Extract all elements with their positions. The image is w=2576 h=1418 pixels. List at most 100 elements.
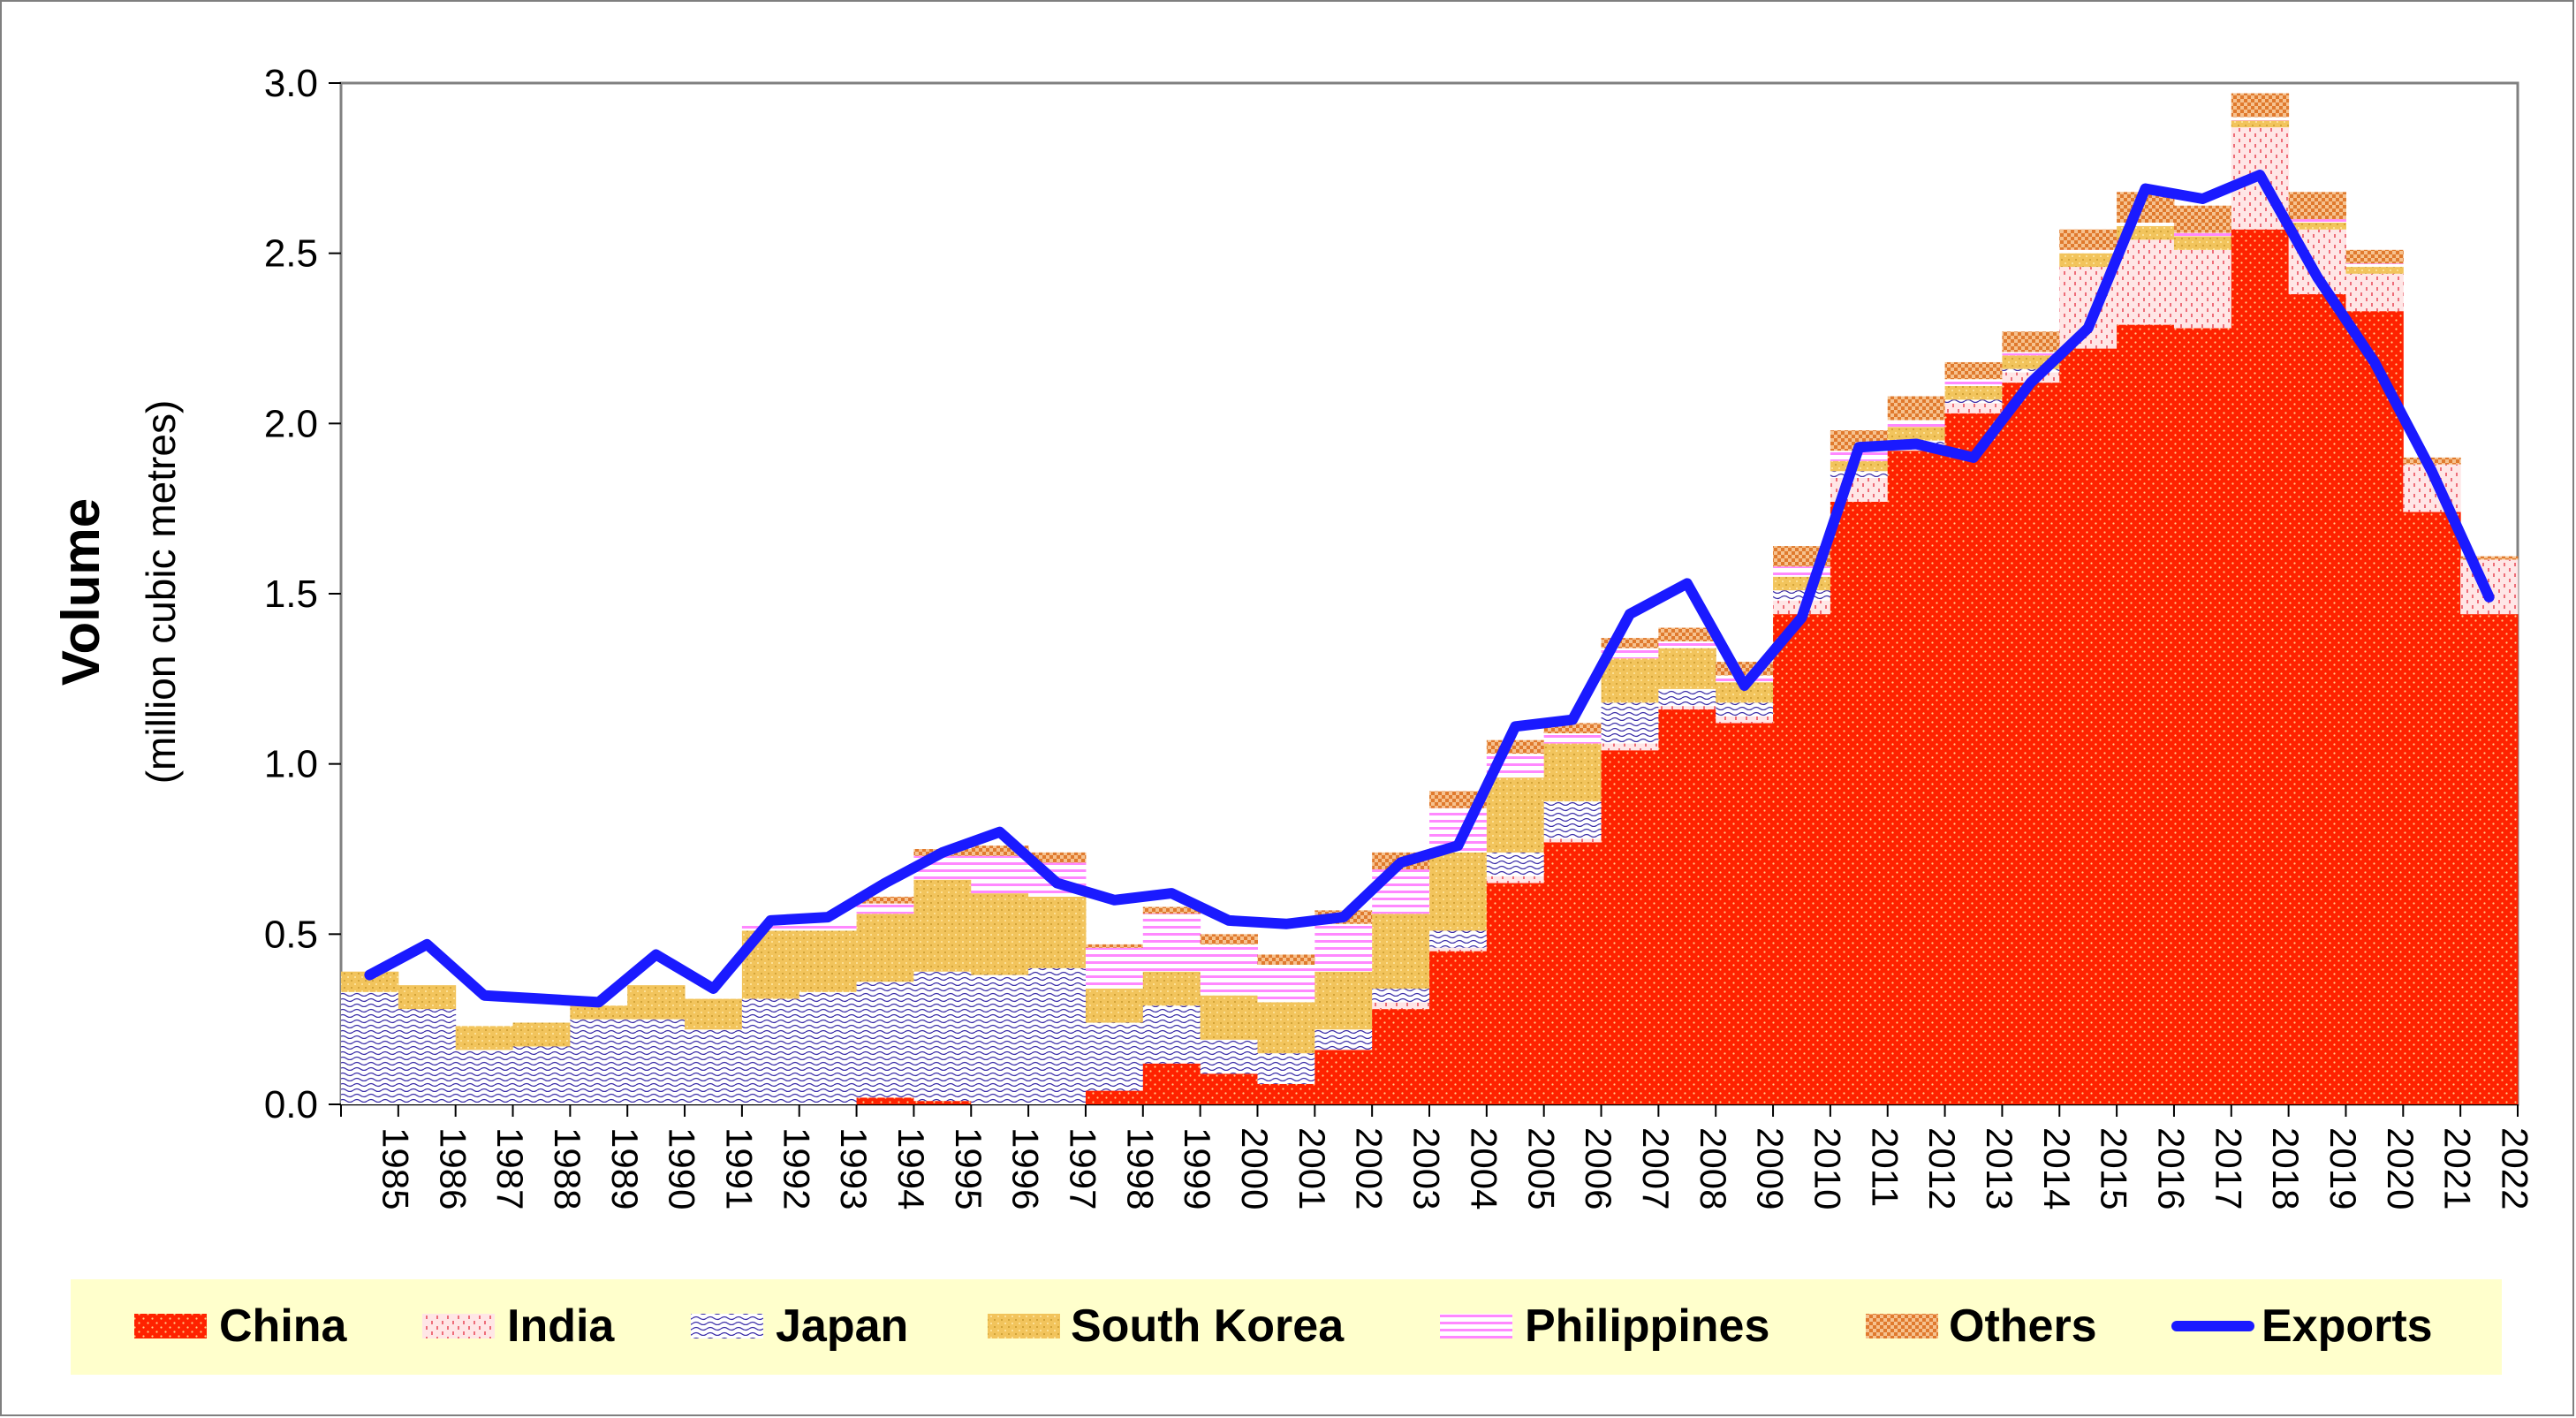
bar-others-1997 (1028, 852, 1087, 863)
bar-japan-2013 (1944, 399, 2003, 404)
bar-south-korea-2010 (1773, 576, 1831, 591)
bar-japan-2006 (1543, 801, 1602, 839)
bar-south-korea-1998 (1085, 988, 1144, 1023)
bar-others-2000 (1200, 934, 1258, 944)
bar-japan-2014 (2002, 368, 2060, 373)
x-tick-label: 2021 (2437, 1127, 2479, 1209)
x-tick-label: 2003 (1406, 1127, 1448, 1209)
bar-japan-1988 (512, 1046, 571, 1104)
bar-japan-1996 (971, 974, 1029, 1104)
bar-others-2019 (2288, 192, 2346, 220)
bar-south-korea-1996 (971, 893, 1029, 975)
bar-china-2008 (1658, 709, 1716, 1104)
x-tick-label: 1992 (776, 1127, 817, 1209)
bar-japan-2002 (1315, 1029, 1373, 1050)
bars-layer (341, 93, 2519, 1105)
x-tick-label: 1997 (1063, 1127, 1104, 1209)
bar-philippines-2001 (1257, 965, 1315, 1003)
bar-south-korea-2020 (2345, 267, 2404, 274)
bar-philippines-1999 (1142, 914, 1201, 972)
legend-label-china: China (219, 1300, 348, 1352)
y-tick-label: 0.5 (264, 913, 318, 956)
x-tick-label: 1989 (604, 1127, 646, 1209)
bar-india-2003 (1372, 1002, 1430, 1010)
y-tick-label: 3.0 (264, 62, 318, 105)
x-tick-label: 1991 (718, 1127, 760, 1209)
bar-china-2016 (2117, 324, 2175, 1104)
bar-china-2018 (2231, 229, 2290, 1104)
bar-philippines-2016 (2117, 222, 2175, 226)
bar-china-2010 (1773, 614, 1831, 1104)
y-axis-title: Volume (51, 498, 110, 686)
line-layer (364, 170, 2495, 1008)
legend-label-exports: Exports (2262, 1300, 2433, 1352)
legend-label-south-korea: South Korea (1071, 1300, 1345, 1352)
bar-china-1998 (1085, 1090, 1144, 1104)
x-tick-label: 2005 (1520, 1127, 1562, 1209)
bar-japan-2003 (1372, 988, 1430, 1003)
bar-china-2000 (1200, 1073, 1258, 1104)
bar-others-2018 (2231, 93, 2290, 118)
bar-india-2017 (2173, 249, 2232, 329)
bar-china-2017 (2173, 328, 2232, 1104)
x-tick-label: 1995 (948, 1127, 989, 1209)
bar-south-korea-2008 (1658, 648, 1716, 689)
bar-japan-1990 (627, 1019, 686, 1104)
y-tick-label: 0.0 (264, 1083, 318, 1126)
legend-label-others: Others (1949, 1300, 2097, 1352)
legend-swatch-philippines (1440, 1314, 1512, 1338)
bar-south-korea-1999 (1142, 971, 1201, 1006)
bar-japan-1994 (856, 982, 914, 1098)
bar-south-korea-1991 (685, 998, 743, 1030)
bar-japan-1989 (570, 1019, 628, 1104)
bar-philippines-1996 (971, 855, 1029, 894)
bar-south-korea-2011 (1830, 460, 1889, 472)
bar-china-2013 (1944, 413, 2003, 1105)
bar-south-korea-2000 (1200, 995, 1258, 1040)
x-tick-label: 1987 (489, 1127, 531, 1209)
bar-india-2005 (1486, 876, 1545, 883)
bar-japan-1986 (398, 1009, 457, 1104)
bar-others-2022 (2460, 556, 2519, 560)
bar-south-korea-1987 (455, 1026, 514, 1050)
bar-philippines-2018 (2231, 117, 2290, 121)
bar-japan-2010 (1773, 590, 1831, 601)
bar-china-2003 (1372, 1009, 1430, 1104)
bar-others-2013 (1944, 361, 2003, 380)
bar-south-korea-2017 (2173, 236, 2232, 250)
bar-philippines-2014 (2002, 352, 2060, 356)
bar-china-1999 (1142, 1063, 1201, 1104)
bar-south-korea-2002 (1315, 971, 1373, 1030)
bar-philippines-2020 (2345, 263, 2404, 268)
x-tick-label: 1998 (1119, 1127, 1161, 1209)
bar-south-korea-1997 (1028, 896, 1087, 968)
bar-others-2005 (1486, 739, 1545, 754)
exports-line (364, 170, 2495, 1008)
bar-south-korea-1993 (799, 930, 858, 992)
bar-india-2007 (1601, 743, 1659, 751)
x-tick-label: 2002 (1349, 1127, 1390, 1209)
x-tick-label: 1999 (1177, 1127, 1218, 1209)
bar-south-korea-1986 (398, 985, 457, 1010)
legend-swatch-china (134, 1314, 207, 1338)
bar-south-korea-2009 (1716, 682, 1774, 703)
bar-china-2006 (1543, 842, 1602, 1104)
x-tick-label: 2010 (1807, 1127, 1848, 1209)
bar-south-korea-1989 (570, 1005, 628, 1020)
bar-china-2007 (1601, 750, 1659, 1104)
bar-others-2007 (1601, 638, 1659, 648)
x-tick-label: 1985 (375, 1127, 416, 1209)
y-tick-label: 2.0 (264, 402, 318, 445)
legend-label-india: India (507, 1300, 615, 1352)
bar-china-2021 (2403, 512, 2461, 1104)
bar-japan-1991 (685, 1029, 743, 1104)
bar-south-korea-2006 (1543, 743, 1602, 802)
bar-philippines-2010 (1773, 566, 1831, 577)
bar-south-korea-1988 (512, 1022, 571, 1047)
bar-japan-2008 (1658, 688, 1716, 707)
bar-philippines-2013 (1944, 379, 2003, 386)
bar-south-korea-2001 (1257, 1002, 1315, 1054)
bar-others-2006 (1543, 723, 1602, 733)
y-tick-label: 1.5 (264, 573, 318, 616)
